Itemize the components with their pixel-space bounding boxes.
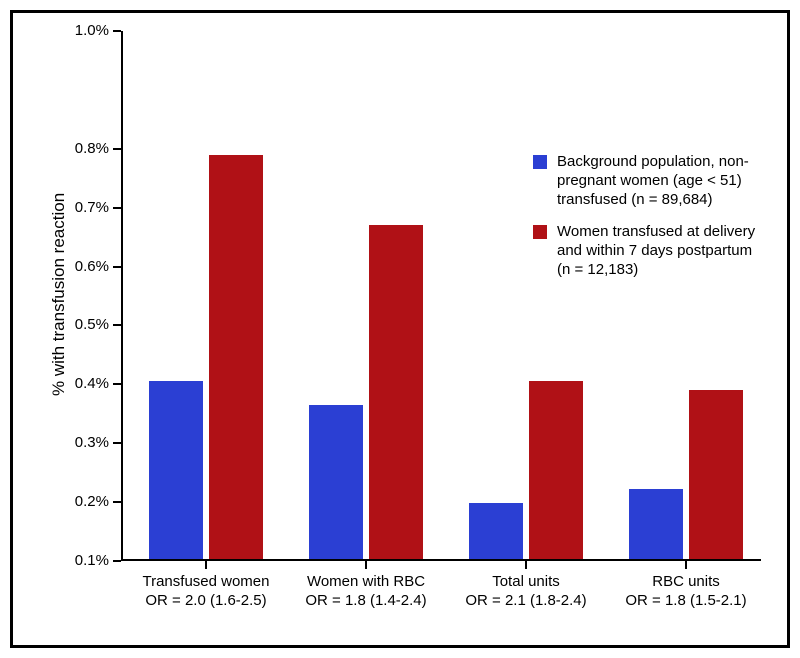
bar-background <box>629 489 683 559</box>
x-tick <box>365 561 367 569</box>
y-tick <box>113 148 121 150</box>
x-cat-line1: RBC units <box>617 573 755 592</box>
y-tick <box>113 501 121 503</box>
legend-text-line: Background population, non- <box>557 153 769 172</box>
legend-item-postpartum: Women transfused at deliveryand within 7… <box>533 223 769 279</box>
legend-text-line: Women transfused at delivery <box>557 223 769 242</box>
x-cat-line1: Total units <box>457 573 595 592</box>
y-tick <box>113 324 121 326</box>
y-tick <box>113 30 121 32</box>
bar-background <box>309 405 363 559</box>
y-tick-label: 0.2% <box>61 493 109 510</box>
x-cat-line2: OR = 2.0 (1.6-2.5) <box>137 592 275 611</box>
x-category-label: RBC unitsOR = 1.8 (1.5-2.1) <box>617 573 755 611</box>
x-cat-line1: Transfused women <box>137 573 275 592</box>
y-tick <box>113 560 121 562</box>
x-tick <box>205 561 207 569</box>
bar-postpartum <box>529 381 583 559</box>
y-tick <box>113 442 121 444</box>
x-cat-line2: OR = 2.1 (1.8-2.4) <box>457 592 595 611</box>
chart-frame: 0.1%0.2%0.3%0.4%0.5%0.6%0.7%0.8%1.0%Tran… <box>10 10 790 648</box>
x-category-label: Total unitsOR = 2.1 (1.8-2.4) <box>457 573 595 611</box>
bar-background <box>149 381 203 559</box>
x-tick <box>525 561 527 569</box>
legend-text-line: pregnant women (age < 51) <box>557 172 769 191</box>
y-tick <box>113 266 121 268</box>
x-category-label: Women with RBCOR = 1.8 (1.4-2.4) <box>297 573 435 611</box>
bar-postpartum <box>369 225 423 559</box>
x-category-label: Transfused womenOR = 2.0 (1.6-2.5) <box>137 573 275 611</box>
y-tick-label: 1.0% <box>61 22 109 39</box>
y-tick <box>113 207 121 209</box>
legend-item-background: Background population, non-pregnant wome… <box>533 153 769 209</box>
plot-area: 0.1%0.2%0.3%0.4%0.5%0.6%0.7%0.8%1.0%Tran… <box>121 31 761 561</box>
x-axis-line <box>121 559 761 561</box>
y-tick-label: 0.8% <box>61 140 109 157</box>
legend-swatch <box>533 155 547 169</box>
bar-postpartum <box>689 390 743 559</box>
legend-text-line: (n = 12,183) <box>557 261 769 280</box>
y-tick-label: 0.3% <box>61 434 109 451</box>
legend-text-line: and within 7 days postpartum <box>557 242 769 261</box>
bar-background <box>469 503 523 559</box>
x-tick <box>685 561 687 569</box>
x-cat-line1: Women with RBC <box>297 573 435 592</box>
legend-swatch <box>533 225 547 239</box>
y-tick-label: 0.1% <box>61 552 109 569</box>
legend: Background population, non-pregnant wome… <box>533 153 769 294</box>
bar-postpartum <box>209 155 263 559</box>
y-axis-label: % with transfusion reaction <box>49 193 69 396</box>
x-cat-line2: OR = 1.8 (1.5-2.1) <box>617 592 755 611</box>
legend-text-line: transfused (n = 89,684) <box>557 191 769 210</box>
y-axis-line <box>121 31 123 561</box>
y-tick <box>113 383 121 385</box>
x-cat-line2: OR = 1.8 (1.4-2.4) <box>297 592 435 611</box>
